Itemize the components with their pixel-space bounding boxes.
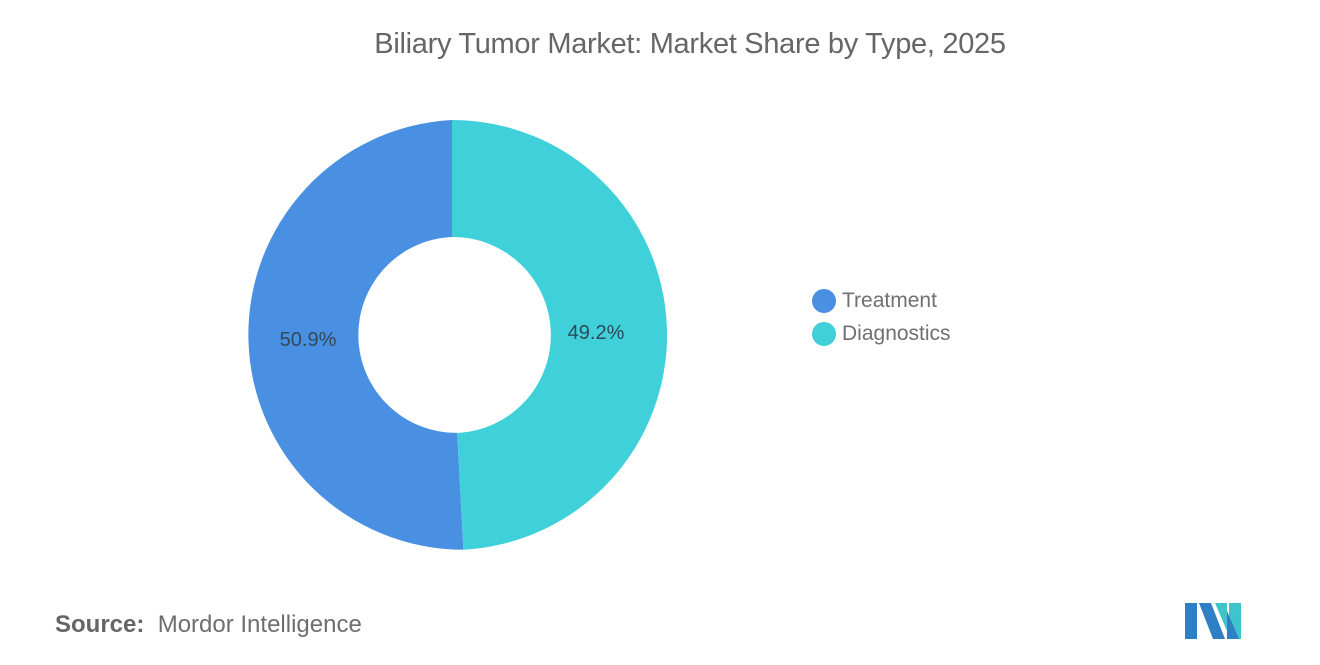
chart-title: Biliary Tumor Market: Market Share by Ty… xyxy=(374,28,1006,60)
mordor-intelligence-logo-icon xyxy=(1185,603,1241,639)
legend-item-treatment[interactable]: Treatment xyxy=(812,284,951,317)
slice-label-treatment: 50.9% xyxy=(280,329,337,351)
slice-label-diagnostics: 49.2% xyxy=(568,322,625,344)
slice-treatment[interactable] xyxy=(248,120,464,550)
slice-diagnostics[interactable] xyxy=(452,120,668,550)
source-note: Source: Mordor Intelligence xyxy=(55,611,362,639)
legend-dot-icon xyxy=(812,288,836,313)
legend-label: Treatment xyxy=(842,288,937,312)
legend: Treatment Diagnostics xyxy=(812,284,951,350)
legend-item-diagnostics[interactable]: Diagnostics xyxy=(812,317,951,350)
source-text: Mordor Intelligence xyxy=(157,611,362,638)
legend-label: Diagnostics xyxy=(842,321,951,345)
legend-dot-icon xyxy=(812,321,836,346)
source-prefix: Source: xyxy=(55,611,145,638)
